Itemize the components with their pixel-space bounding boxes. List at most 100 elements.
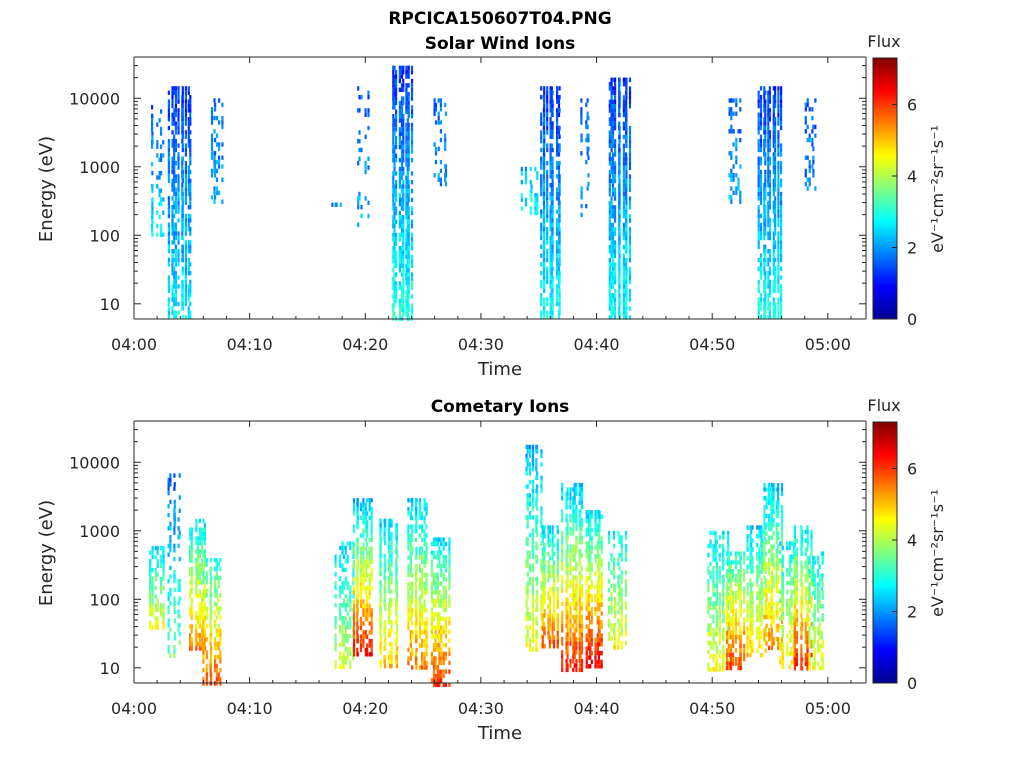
- spectrogram-cell: [181, 315, 184, 320]
- spectrogram-cell: [215, 654, 218, 660]
- spectrogram-cell: [551, 534, 554, 539]
- spectrogram-cell: [405, 272, 408, 277]
- spectrogram-cell: [421, 515, 424, 521]
- spectrogram-cell: [767, 139, 770, 144]
- spectrogram-cell: [346, 647, 349, 652]
- spectrogram-cell: [334, 660, 337, 665]
- spectrogram-cell: [409, 546, 412, 551]
- spectrogram-cell: [625, 236, 628, 241]
- spectrogram-cell: [774, 152, 777, 157]
- spectrogram-cell: [407, 294, 410, 299]
- spectrogram-cell: [610, 104, 613, 109]
- spectrogram-cell: [187, 99, 190, 104]
- spectrogram-cell: [389, 545, 392, 550]
- spectrogram-cell: [205, 650, 208, 655]
- spectrogram-cell: [551, 244, 554, 249]
- spectrogram-cell: [432, 660, 436, 665]
- spectrogram-cell: [352, 511, 356, 516]
- spectrogram-cell: [156, 232, 159, 237]
- spectrogram-cell: [566, 535, 569, 541]
- spectrogram-cell: [407, 65, 410, 70]
- spectrogram-cell: [622, 275, 625, 280]
- spectrogram-cell: [780, 266, 783, 271]
- spectrogram-cell: [405, 290, 408, 295]
- spectrogram-cell: [780, 244, 783, 249]
- spectrogram-cell: [543, 630, 546, 636]
- spectrogram-cell: [352, 652, 356, 657]
- spectrogram-cell: [400, 162, 404, 167]
- spectrogram-cell: [198, 536, 201, 541]
- spectrogram-cell: [366, 572, 369, 578]
- spectrogram-cell: [392, 250, 395, 255]
- spectrogram-cell: [160, 197, 163, 202]
- spectrogram-cell: [531, 462, 535, 467]
- spectrogram-cell: [423, 537, 426, 543]
- spectrogram-cell: [772, 187, 775, 192]
- spectrogram-cell: [772, 209, 775, 214]
- spectrogram-cell: [393, 87, 396, 92]
- spectrogram-cell: [414, 594, 417, 600]
- spectrogram-cell: [395, 193, 398, 198]
- spectrogram-cell: [190, 602, 193, 607]
- spectrogram-cell: [174, 139, 177, 144]
- spectrogram-cell: [181, 293, 184, 298]
- spectrogram-cell: [759, 147, 763, 153]
- spectrogram-cell: [418, 498, 422, 503]
- spectrogram-cell: [393, 241, 396, 246]
- spectrogram-cell: [608, 244, 611, 250]
- spectrogram-cell: [356, 634, 359, 639]
- spectrogram-cell: [768, 205, 771, 210]
- spectrogram-cell: [405, 281, 408, 286]
- spectrogram-cell: [178, 534, 181, 540]
- spectrogram-cell: [526, 634, 529, 639]
- spectrogram-cell: [430, 621, 433, 626]
- spectrogram-cell: [556, 529, 559, 535]
- spectrogram-cell: [774, 183, 777, 188]
- spectrogram-cell: [432, 572, 436, 577]
- spectrogram-cell: [622, 214, 625, 219]
- spectrogram-cell: [536, 598, 539, 604]
- spectrogram-cell: [167, 108, 170, 113]
- spectrogram-cell: [215, 186, 219, 191]
- spectrogram-cell: [187, 257, 190, 263]
- spectrogram-cell: [436, 682, 439, 687]
- spectrogram-cell: [526, 484, 529, 489]
- spectrogram-cell: [198, 580, 201, 585]
- spectrogram-cell: [767, 95, 770, 100]
- spectrogram-cell: [418, 564, 422, 569]
- spectrogram-cell: [203, 558, 206, 563]
- spectrogram-cell: [430, 541, 433, 547]
- spectrogram-cell: [418, 506, 422, 512]
- spectrogram-cell: [366, 528, 369, 534]
- spectrogram-cell: [618, 200, 621, 206]
- spectrogram-cell: [556, 560, 559, 565]
- spectrogram-cell: [398, 202, 401, 207]
- spectrogram-cell: [534, 193, 537, 198]
- spectrogram-cell: [198, 531, 201, 537]
- spectrogram-cell: [730, 177, 733, 182]
- spectrogram-cell: [569, 487, 572, 492]
- spectrogram-cell: [625, 90, 628, 96]
- spectrogram-cell: [565, 557, 568, 563]
- spectrogram-cell: [768, 178, 771, 183]
- spectrogram-cell: [384, 523, 387, 528]
- spectrogram-cell: [525, 638, 528, 643]
- spectrogram-cell: [219, 641, 222, 646]
- spectrogram-cell: [410, 254, 414, 260]
- spectrogram-cell: [395, 158, 398, 163]
- spectrogram-cell: [628, 280, 632, 285]
- spectrogram-cell: [628, 104, 632, 109]
- spectrogram-cell: [393, 294, 396, 299]
- spectrogram-cell: [189, 249, 192, 254]
- spectrogram-cell: [393, 193, 396, 198]
- spectrogram-cell: [548, 595, 551, 601]
- spectrogram-cell: [440, 616, 443, 621]
- spectrogram-cell: [392, 171, 395, 176]
- spectrogram-cell: [395, 602, 399, 607]
- spectrogram-cell: [764, 156, 767, 161]
- spectrogram-cell: [405, 127, 408, 132]
- spectrogram-cell: [548, 608, 551, 614]
- spectrogram-cell: [777, 266, 780, 271]
- spectrogram-cell: [402, 144, 405, 150]
- colorbar-tick-label: 0: [907, 310, 917, 329]
